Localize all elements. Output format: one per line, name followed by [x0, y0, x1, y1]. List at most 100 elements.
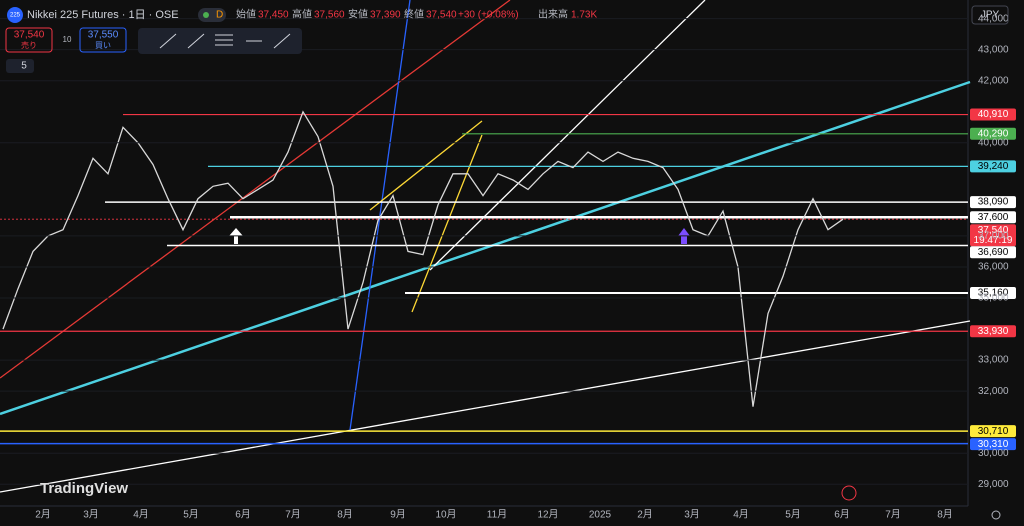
- x-tick-label: 2月: [35, 509, 51, 521]
- y-tick-label: 44,000: [978, 13, 1009, 24]
- price-label-box: [970, 287, 1016, 300]
- currency-button[interactable]: [971, 5, 1009, 25]
- spread: 10: [63, 35, 72, 44]
- price-label-box: [970, 224, 1016, 247]
- x-tick-label: 2月: [637, 509, 653, 521]
- y-tick-label: 40,000: [978, 137, 1009, 148]
- price-label: 30,310: [978, 439, 1009, 450]
- drawings: [0, 0, 971, 493]
- x-tick-label: 6月: [834, 509, 850, 521]
- ohlc-value: 37,390: [370, 10, 401, 21]
- ohlc-value: 37,540: [426, 10, 457, 21]
- y-tick-label: 36,000: [978, 262, 1009, 273]
- ohlc-label: 終値: [404, 8, 424, 21]
- ohlc-value: 37,450: [258, 10, 289, 21]
- tool-icon[interactable]: [273, 33, 291, 49]
- volume: 1.73K: [571, 10, 597, 21]
- brand: TradingView: [40, 480, 128, 497]
- x-tick-label: 5月: [183, 509, 199, 521]
- levels: 40,910 40,290 39,240 38,090 37,600 37,54019:4…: [0, 108, 1016, 451]
- x-tick-label: 8月: [937, 509, 953, 521]
- price-label: 40,910: [978, 109, 1009, 120]
- volume-label: 出来高: [538, 8, 568, 21]
- replay-icon[interactable]: [841, 485, 857, 501]
- x-tick-label: 6月: [235, 509, 251, 521]
- price-label-box: [970, 196, 1016, 209]
- buy-label: 買い: [95, 41, 111, 50]
- x-tick-label: 7月: [285, 509, 301, 521]
- price-label: 39,240: [978, 161, 1009, 172]
- y-tick-label: 29,000: [978, 479, 1009, 490]
- x-tick-label: 10月: [435, 509, 456, 521]
- y-tick-label: 42,000: [978, 75, 1009, 86]
- x-tick-label: 4月: [733, 509, 749, 521]
- x-tick-label: 2025: [589, 510, 612, 521]
- symbol-title: Nikkei 225 Futures · 1日 · OSE: [27, 9, 179, 21]
- tool-icon[interactable]: [187, 33, 205, 49]
- symbol-badge-text: 225: [10, 13, 21, 19]
- settings-icon[interactable]: [991, 510, 1001, 520]
- trend-line: [349, 0, 411, 431]
- indicator-count: 5: [21, 61, 27, 72]
- x-tick-label: 12月: [537, 509, 558, 521]
- y-tick-label: 37,000: [978, 231, 1009, 242]
- mode: D: [216, 10, 223, 21]
- trend-line: [429, 0, 706, 271]
- x-tick-label: 3月: [83, 509, 99, 521]
- axis: 44,000 43,000 42,000 40,000 37,000 36,000 35,0…: [0, 13, 1009, 521]
- y-tick-label: 33,000: [978, 355, 1009, 366]
- y-tick-label: 43,000: [978, 44, 1009, 55]
- y-tick-label: 30,000: [978, 448, 1009, 459]
- price-label-box: [970, 325, 1016, 338]
- price-label: 37,540: [978, 225, 1009, 236]
- buy-button[interactable]: [79, 27, 127, 53]
- ohlc-label: 安値: [348, 8, 368, 21]
- price-label-box: [970, 425, 1016, 438]
- ohlc-label: 始値: [236, 8, 256, 21]
- ohlc-value: 37,560: [314, 10, 345, 21]
- price-label: 37,600: [978, 212, 1009, 223]
- price-label: 40,290: [978, 128, 1009, 139]
- indicator-toggle[interactable]: [6, 59, 34, 73]
- price-label: 36,690: [978, 247, 1009, 258]
- drawing-toolbar: [138, 28, 302, 54]
- series: [2, 110, 844, 407]
- ohlc-label: 高値: [292, 8, 312, 21]
- price-label-box: [970, 246, 1016, 259]
- ohlc: 始値 37,450 高値 37,560 安値 37,390 終値 37,540 +30 (+0.…: [236, 8, 597, 21]
- toolbar-icons: [159, 33, 291, 49]
- y-tick-label: 35,000: [978, 293, 1009, 304]
- sell-button[interactable]: [5, 27, 53, 53]
- price-label: 38,090: [978, 197, 1009, 208]
- trend-line: [0, 0, 511, 379]
- sell-price: 37,540: [14, 30, 45, 41]
- buy-price: 37,550: [88, 30, 119, 41]
- x-tick-label: 3月: [684, 509, 700, 521]
- tool-icon[interactable]: [215, 34, 233, 46]
- trend-line: [0, 80, 971, 416]
- x-tick-label: 7月: [885, 509, 901, 521]
- countdown: 19:47:19: [974, 235, 1013, 246]
- sell-label: 売り: [21, 40, 37, 50]
- price-label: 33,930: [978, 326, 1009, 337]
- price-label: 30,710: [978, 426, 1009, 437]
- trend-line: [411, 134, 483, 313]
- mode-pill[interactable]: [198, 8, 226, 22]
- currency: JPY: [981, 10, 1000, 21]
- x-tick-label: 4月: [133, 509, 149, 521]
- price-label-box: [970, 108, 1016, 121]
- change: +30 (+0.08%): [458, 10, 519, 21]
- tool-icon[interactable]: [159, 33, 177, 49]
- x-tick-label: 5月: [785, 509, 801, 521]
- price-label: 35,160: [978, 288, 1009, 299]
- symbol-badge: [7, 7, 23, 23]
- price-label-box: [970, 211, 1016, 224]
- price-label-box: [970, 160, 1016, 173]
- trend-line: [0, 320, 971, 493]
- x-tick-label: 11月: [487, 509, 507, 521]
- price-line: [2, 110, 844, 407]
- y-tick-label: 32,000: [978, 386, 1009, 397]
